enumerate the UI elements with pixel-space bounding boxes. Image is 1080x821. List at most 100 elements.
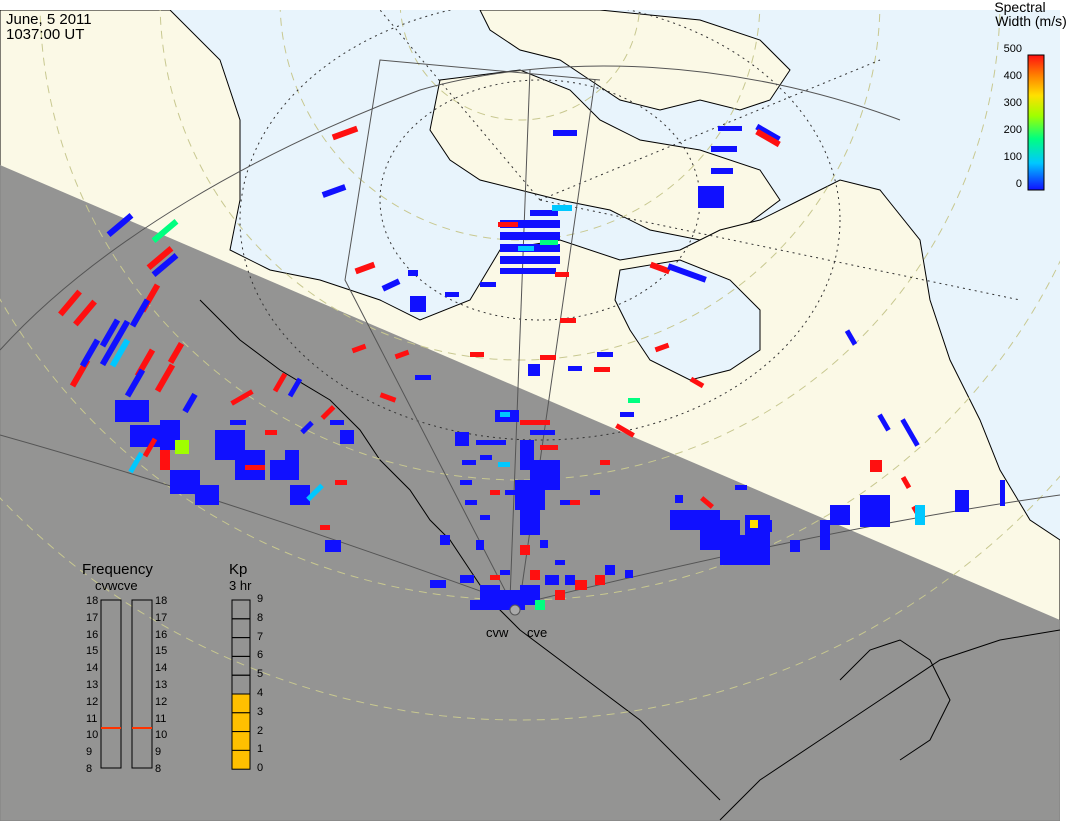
scatter-cell <box>615 423 635 438</box>
frequency-tick-right: 14 <box>155 662 168 675</box>
scatter-cell <box>99 318 121 348</box>
scatter-cell <box>500 412 510 417</box>
freq-cvw-bar <box>100 599 122 769</box>
scatter-cell <box>625 570 633 578</box>
scatter-cell <box>146 246 174 270</box>
scatter-cell <box>465 500 477 505</box>
kp-cell <box>231 749 251 770</box>
scatter-cell <box>480 282 496 287</box>
station-east-label: cve <box>527 625 548 640</box>
kp-tick: 8 <box>257 611 264 624</box>
station-marker <box>509 604 521 616</box>
scatter-cell <box>354 261 376 275</box>
scatter-cell <box>320 405 336 420</box>
scatter-cell <box>605 565 615 575</box>
scatter-cell <box>331 125 359 141</box>
colorbar-tick-label: 200 <box>1003 124 1022 136</box>
scatter-cell <box>154 363 176 393</box>
scatter-cell <box>160 450 170 470</box>
scatter-cell <box>476 440 506 445</box>
frequency-title: Frequency <box>82 561 153 578</box>
scatter-cell <box>565 575 575 585</box>
kp-tick: 5 <box>257 668 264 681</box>
frequency-tick-right: 15 <box>155 645 168 658</box>
scatter-cell <box>330 420 344 425</box>
frequency-tick-left: 14 <box>86 662 99 675</box>
scatter-cell <box>594 367 610 372</box>
scatter-cell <box>540 355 556 360</box>
scatter-cell <box>755 123 781 143</box>
scatter-cell <box>915 505 925 525</box>
frequency-tick-left: 18 <box>86 595 99 607</box>
scatter-cell <box>379 392 397 403</box>
scatter-cell <box>820 520 830 550</box>
scatter-cell <box>230 389 254 406</box>
scatter-cell <box>462 460 476 465</box>
kp-tick: 6 <box>257 649 264 662</box>
scatter-cell <box>540 445 558 450</box>
frequency-tick-right: 8 <box>155 763 162 775</box>
frequency-tick-right: 11 <box>155 712 167 725</box>
scatter-cell <box>955 490 969 512</box>
scatter-cell <box>711 168 733 174</box>
scatter-cell <box>540 540 548 548</box>
scatter-cell <box>445 292 459 297</box>
scatter-cell <box>408 270 418 276</box>
frequency-tick-right: 9 <box>155 746 162 759</box>
scatter-cell <box>460 480 472 485</box>
scatter-cell <box>560 500 574 505</box>
kp-title: Kp <box>229 561 248 578</box>
scatter-cell <box>520 505 540 535</box>
colorbar-tick-label: 0 <box>1015 178 1022 190</box>
scatter-cell <box>245 465 265 470</box>
frequency-tick-left: 9 <box>86 746 93 759</box>
scatter-cell <box>667 263 707 283</box>
scatter-cell <box>335 480 347 485</box>
frequency-subtitle: cvwcve <box>95 578 138 593</box>
scatter-cell <box>568 366 582 371</box>
scatter-cell <box>718 126 742 131</box>
scatter-cell <box>518 246 534 251</box>
scatter-cell <box>552 205 572 211</box>
header-date: June, 5 2011 <box>6 11 92 28</box>
scatter-cell <box>545 575 559 585</box>
scatter-cell <box>394 349 410 360</box>
frequency-tick-left: 10 <box>86 729 99 742</box>
scatter-cell <box>570 500 580 505</box>
scatter-cell <box>711 146 737 152</box>
scatter-cell <box>230 420 246 425</box>
scatter-cell <box>700 496 714 509</box>
scatter-cell <box>553 130 577 136</box>
scatter-cell <box>99 319 131 367</box>
scatter-cell <box>287 377 303 398</box>
scatter-cell <box>675 495 683 503</box>
scatter-cell <box>520 545 530 555</box>
frequency-tick-left: 11 <box>86 712 98 725</box>
scatter-cell <box>530 430 555 435</box>
scatter-cell <box>790 540 800 552</box>
scatter-cell <box>142 437 158 458</box>
kp-tick: 9 <box>257 593 264 605</box>
scatter-cell <box>272 372 288 393</box>
scatter-cell <box>325 540 341 552</box>
scatter-cell <box>500 256 560 264</box>
scatter-cell <box>505 490 517 495</box>
scatter-cell <box>490 490 500 495</box>
scatter-cell <box>735 485 747 490</box>
scatter-cell <box>870 460 882 472</box>
scatter-cell <box>1000 480 1005 506</box>
scatter-cell <box>555 590 565 600</box>
scatter-cell <box>500 570 510 575</box>
scatter-cell <box>877 413 891 432</box>
scatter-cell <box>830 505 850 525</box>
scatter-cell <box>900 418 920 447</box>
scatter-cell <box>860 495 890 527</box>
scatter-cell <box>654 342 670 353</box>
scatter-cell <box>760 520 772 532</box>
scatter-cell <box>115 400 149 422</box>
scatter-cell <box>290 485 310 505</box>
scatter-cell <box>555 272 569 277</box>
scatter-cell <box>321 184 347 198</box>
scatter-cell <box>470 352 484 357</box>
kp-tick: 0 <box>257 762 264 775</box>
